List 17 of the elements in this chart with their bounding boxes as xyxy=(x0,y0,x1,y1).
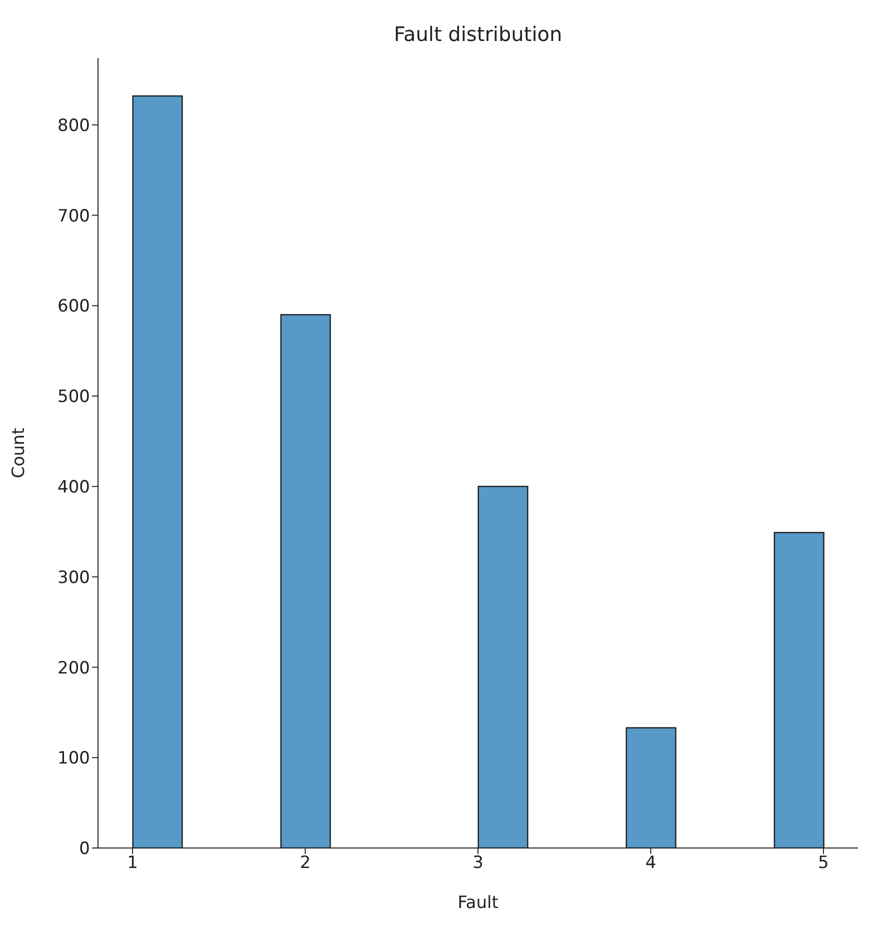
y-tick-label: 400 xyxy=(58,477,90,498)
x-tick-label: 4 xyxy=(645,853,656,874)
x-tick-label: 3 xyxy=(472,853,484,874)
y-tick-label: 700 xyxy=(58,206,90,226)
x-tick-label: 2 xyxy=(300,853,311,874)
x-axis-title: Fault xyxy=(458,893,499,913)
y-tick-label: 300 xyxy=(58,568,90,588)
y-axis-title: Count xyxy=(9,427,30,478)
y-tick-label: 0 xyxy=(79,839,90,860)
y-tick-label: 200 xyxy=(58,658,90,678)
x-tick-label: 1 xyxy=(127,853,138,874)
x-tick-label: 5 xyxy=(818,853,829,874)
y-tick-label: 800 xyxy=(58,116,90,136)
chart-title: Fault distribution xyxy=(392,22,564,46)
y-tick-label: 600 xyxy=(58,296,90,317)
y-tick-label: 100 xyxy=(58,748,90,769)
y-tick-label: 500 xyxy=(58,387,90,408)
